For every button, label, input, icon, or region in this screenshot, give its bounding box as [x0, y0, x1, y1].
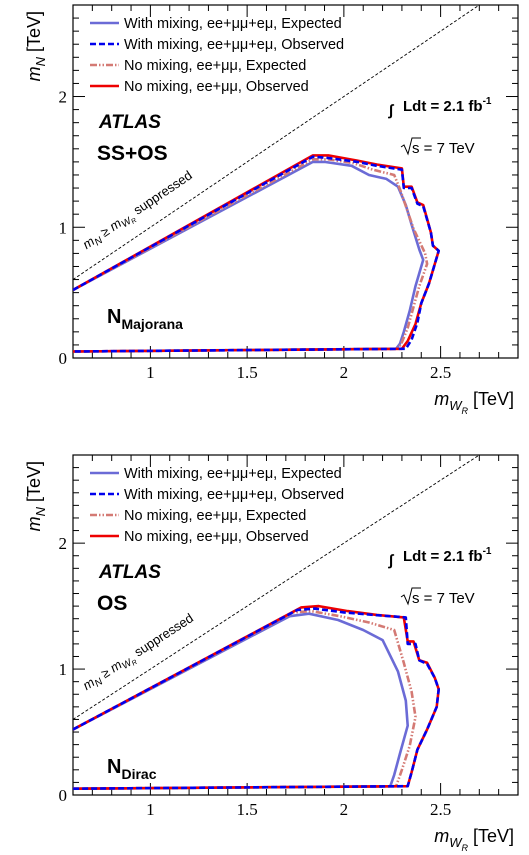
- neutrino-type-label: NDirac: [107, 756, 157, 782]
- plot-frame: [72, 454, 519, 796]
- x-tick-label: 2: [340, 363, 349, 382]
- legend-label-4: No mixing, ee+μμ, Observed: [124, 79, 309, 95]
- x-tick-label: 1.5: [237, 800, 258, 819]
- legend-label-4: No mixing, ee+μμ, Observed: [124, 529, 309, 545]
- diagonal-line: [73, 5, 480, 280]
- y-tick-label: 1: [59, 660, 68, 679]
- legend-label-2: With mixing, ee+μμ+eμ, Observed: [124, 37, 344, 53]
- legend-label-3: No mixing, ee+μμ, Expected: [124, 508, 306, 524]
- y-axis-title: mN [TeV]: [24, 461, 48, 531]
- series-line-3: [73, 158, 429, 353]
- panel-top: 1 1.5 2 2.5 0 1 2 mWR [TeV] mN [TeV] mN ≥ mWR sup…: [24, 4, 519, 416]
- y-axis-title: mN [TeV]: [24, 11, 48, 81]
- x-tick-label: 2.5: [430, 800, 451, 819]
- diagonal-line: [73, 455, 480, 720]
- series-line-3: [73, 609, 417, 790]
- y-tick-label: 0: [59, 786, 68, 805]
- diagonal-label: mN ≥ mWR suppressed: [80, 168, 197, 256]
- y-tick-label: 2: [59, 88, 68, 107]
- neutrino-type-label: NMajorana: [107, 306, 183, 332]
- x-tick-label: 1: [146, 363, 155, 382]
- energy-label: s = 7 TeV: [412, 140, 475, 157]
- x-tick-label: 1.5: [237, 363, 258, 382]
- y-tick-label: 2: [59, 534, 68, 553]
- y-tick-label: 1: [59, 218, 68, 237]
- sqrt-sign: [400, 587, 421, 606]
- integral-symbol: ∫: [388, 102, 395, 119]
- x-axis-title: mWR [TeV]: [434, 389, 514, 416]
- panel-bottom: 1 1.5 2 2.5 0 1 2 mWR [TeV] mN [TeV] mN ≥ mWR sup…: [24, 454, 519, 853]
- sqrt-sign: [400, 137, 421, 156]
- series-line-1: [73, 612, 409, 790]
- x-axis-title: mWR [TeV]: [434, 826, 514, 853]
- series-line-2: [73, 607, 440, 790]
- legend-label-3: No mixing, ee+μμ, Expected: [124, 58, 306, 74]
- plot-frame: [72, 4, 519, 359]
- y-tick-label: 0: [59, 349, 68, 368]
- channel-label: OS: [97, 592, 127, 615]
- experiment-label: ATLAS: [98, 562, 161, 583]
- legend-label-2: With mixing, ee+μμ+eμ, Observed: [124, 487, 344, 503]
- diagonal-label: mN ≥ mWR suppressed: [80, 610, 198, 696]
- integral-symbol: ∫: [388, 552, 395, 569]
- legend-label-1: With mixing, ee+μμ+eμ, Expected: [124, 466, 342, 482]
- energy-label: s = 7 TeV: [412, 590, 475, 607]
- lumi-label: Ldt = 2.1 fb-1: [403, 546, 492, 565]
- x-tick-label: 1: [146, 800, 155, 819]
- x-tick-label: 2.5: [430, 363, 451, 382]
- series-line-2: [73, 155, 440, 353]
- channel-label: SS+OS: [97, 142, 168, 165]
- x-tick-label: 2: [340, 800, 349, 819]
- lumi-label: Ldt = 2.1 fb-1: [403, 96, 492, 115]
- experiment-label: ATLAS: [98, 112, 161, 133]
- legend-label-1: With mixing, ee+μμ+eμ, Expected: [124, 16, 342, 32]
